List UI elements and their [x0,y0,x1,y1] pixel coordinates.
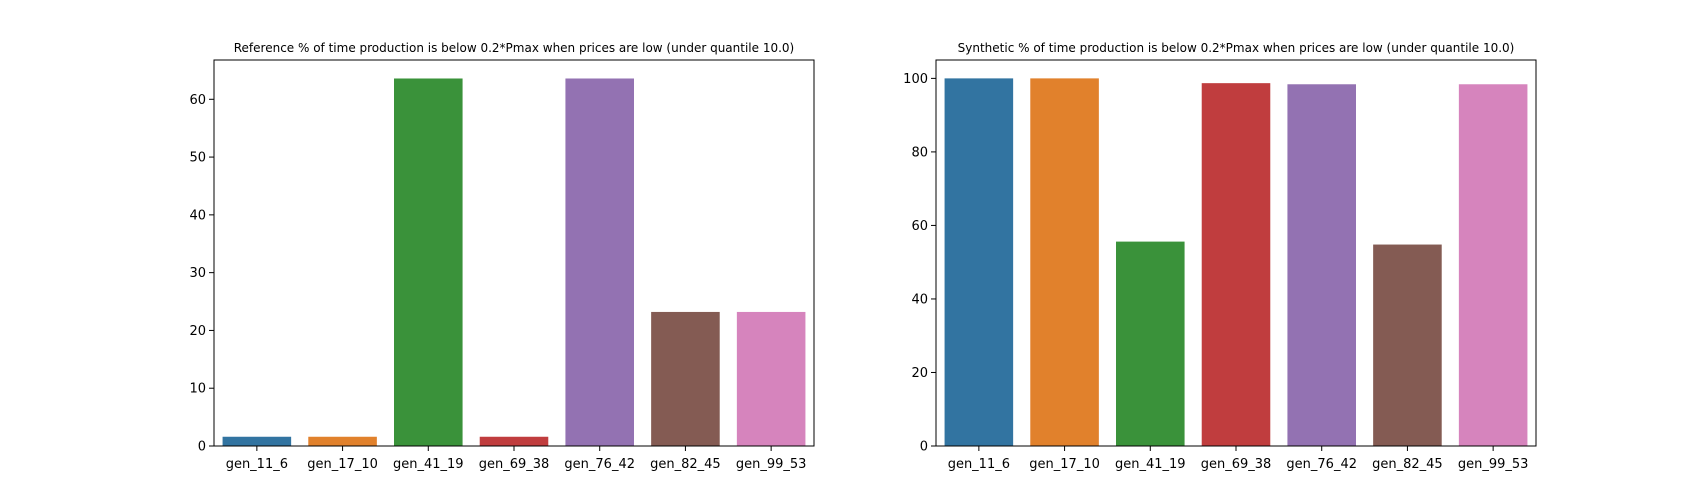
synthetic-bar-chart: Synthetic % of time production is below … [903,41,1537,472]
synthetic-chart-title: Synthetic % of time production is below … [958,41,1515,55]
reference-bar-gen-69-38 [479,436,549,446]
synthetic-x-tick-label: gen_11_6 [948,457,1010,472]
reference-axes-frame [213,59,815,447]
synthetic-bar-gen-11-6 [944,78,1014,446]
reference-x-tick-label: gen_69_38 [479,457,550,472]
reference-bar-gen-82-45 [651,311,720,446]
reference-chart-title: Reference % of time production is below … [234,41,794,55]
reference-y-tick-label: 0 [198,440,206,455]
synthetic-x-tick-label: gen_99_53 [1458,457,1529,472]
synthetic-bar-gen-69-38 [1201,83,1271,446]
synthetic-bar-gen-76-42 [1287,84,1356,447]
synthetic-bar-gen-41-19 [1116,241,1185,446]
synthetic-y-tick-label: 40 [911,292,928,307]
synthetic-y-tick-label: 20 [911,366,928,381]
reference-bar-chart: Reference % of time production is below … [189,41,815,472]
synthetic-bar-gen-99-53 [1458,84,1528,447]
reference-y-tick-label: 50 [189,151,206,166]
synthetic-y-tick-label: 60 [911,219,928,234]
synthetic-x-tick-label: gen_41_19 [1115,457,1186,472]
reference-y-tick-label: 20 [189,324,206,339]
reference-x-tick-label: gen_76_42 [564,457,635,472]
reference-y-tick-label: 60 [189,93,206,108]
reference-bar-gen-76-42 [565,78,634,446]
synthetic-bar-gen-82-45 [1373,244,1442,446]
synthetic-x-tick-label: gen_17_10 [1029,457,1100,472]
reference-x-tick-label: gen_82_45 [650,457,721,472]
synthetic-y-tick-label: 100 [903,72,928,87]
reference-bar-gen-99-53 [736,311,806,446]
synthetic-bar-gen-17-10 [1030,78,1099,446]
reference-y-tick-label: 10 [189,382,206,397]
synthetic-x-tick-label: gen_76_42 [1286,457,1357,472]
synthetic-y-tick-label: 80 [911,145,928,160]
reference-bar-gen-41-19 [394,78,463,446]
synthetic-x-tick-label: gen_82_45 [1372,457,1443,472]
reference-bar-gen-17-10 [308,436,377,446]
reference-x-tick-label: gen_41_19 [393,457,464,472]
synthetic-x-tick-label: gen_69_38 [1201,457,1272,472]
reference-x-tick-label: gen_17_10 [307,457,378,472]
reference-y-tick-label: 40 [189,208,206,223]
reference-x-tick-label: gen_99_53 [736,457,807,472]
reference-x-tick-label: gen_11_6 [226,457,288,472]
reference-y-tick-label: 30 [189,266,206,281]
reference-bar-gen-11-6 [222,436,292,446]
synthetic-y-tick-label: 0 [920,440,928,455]
